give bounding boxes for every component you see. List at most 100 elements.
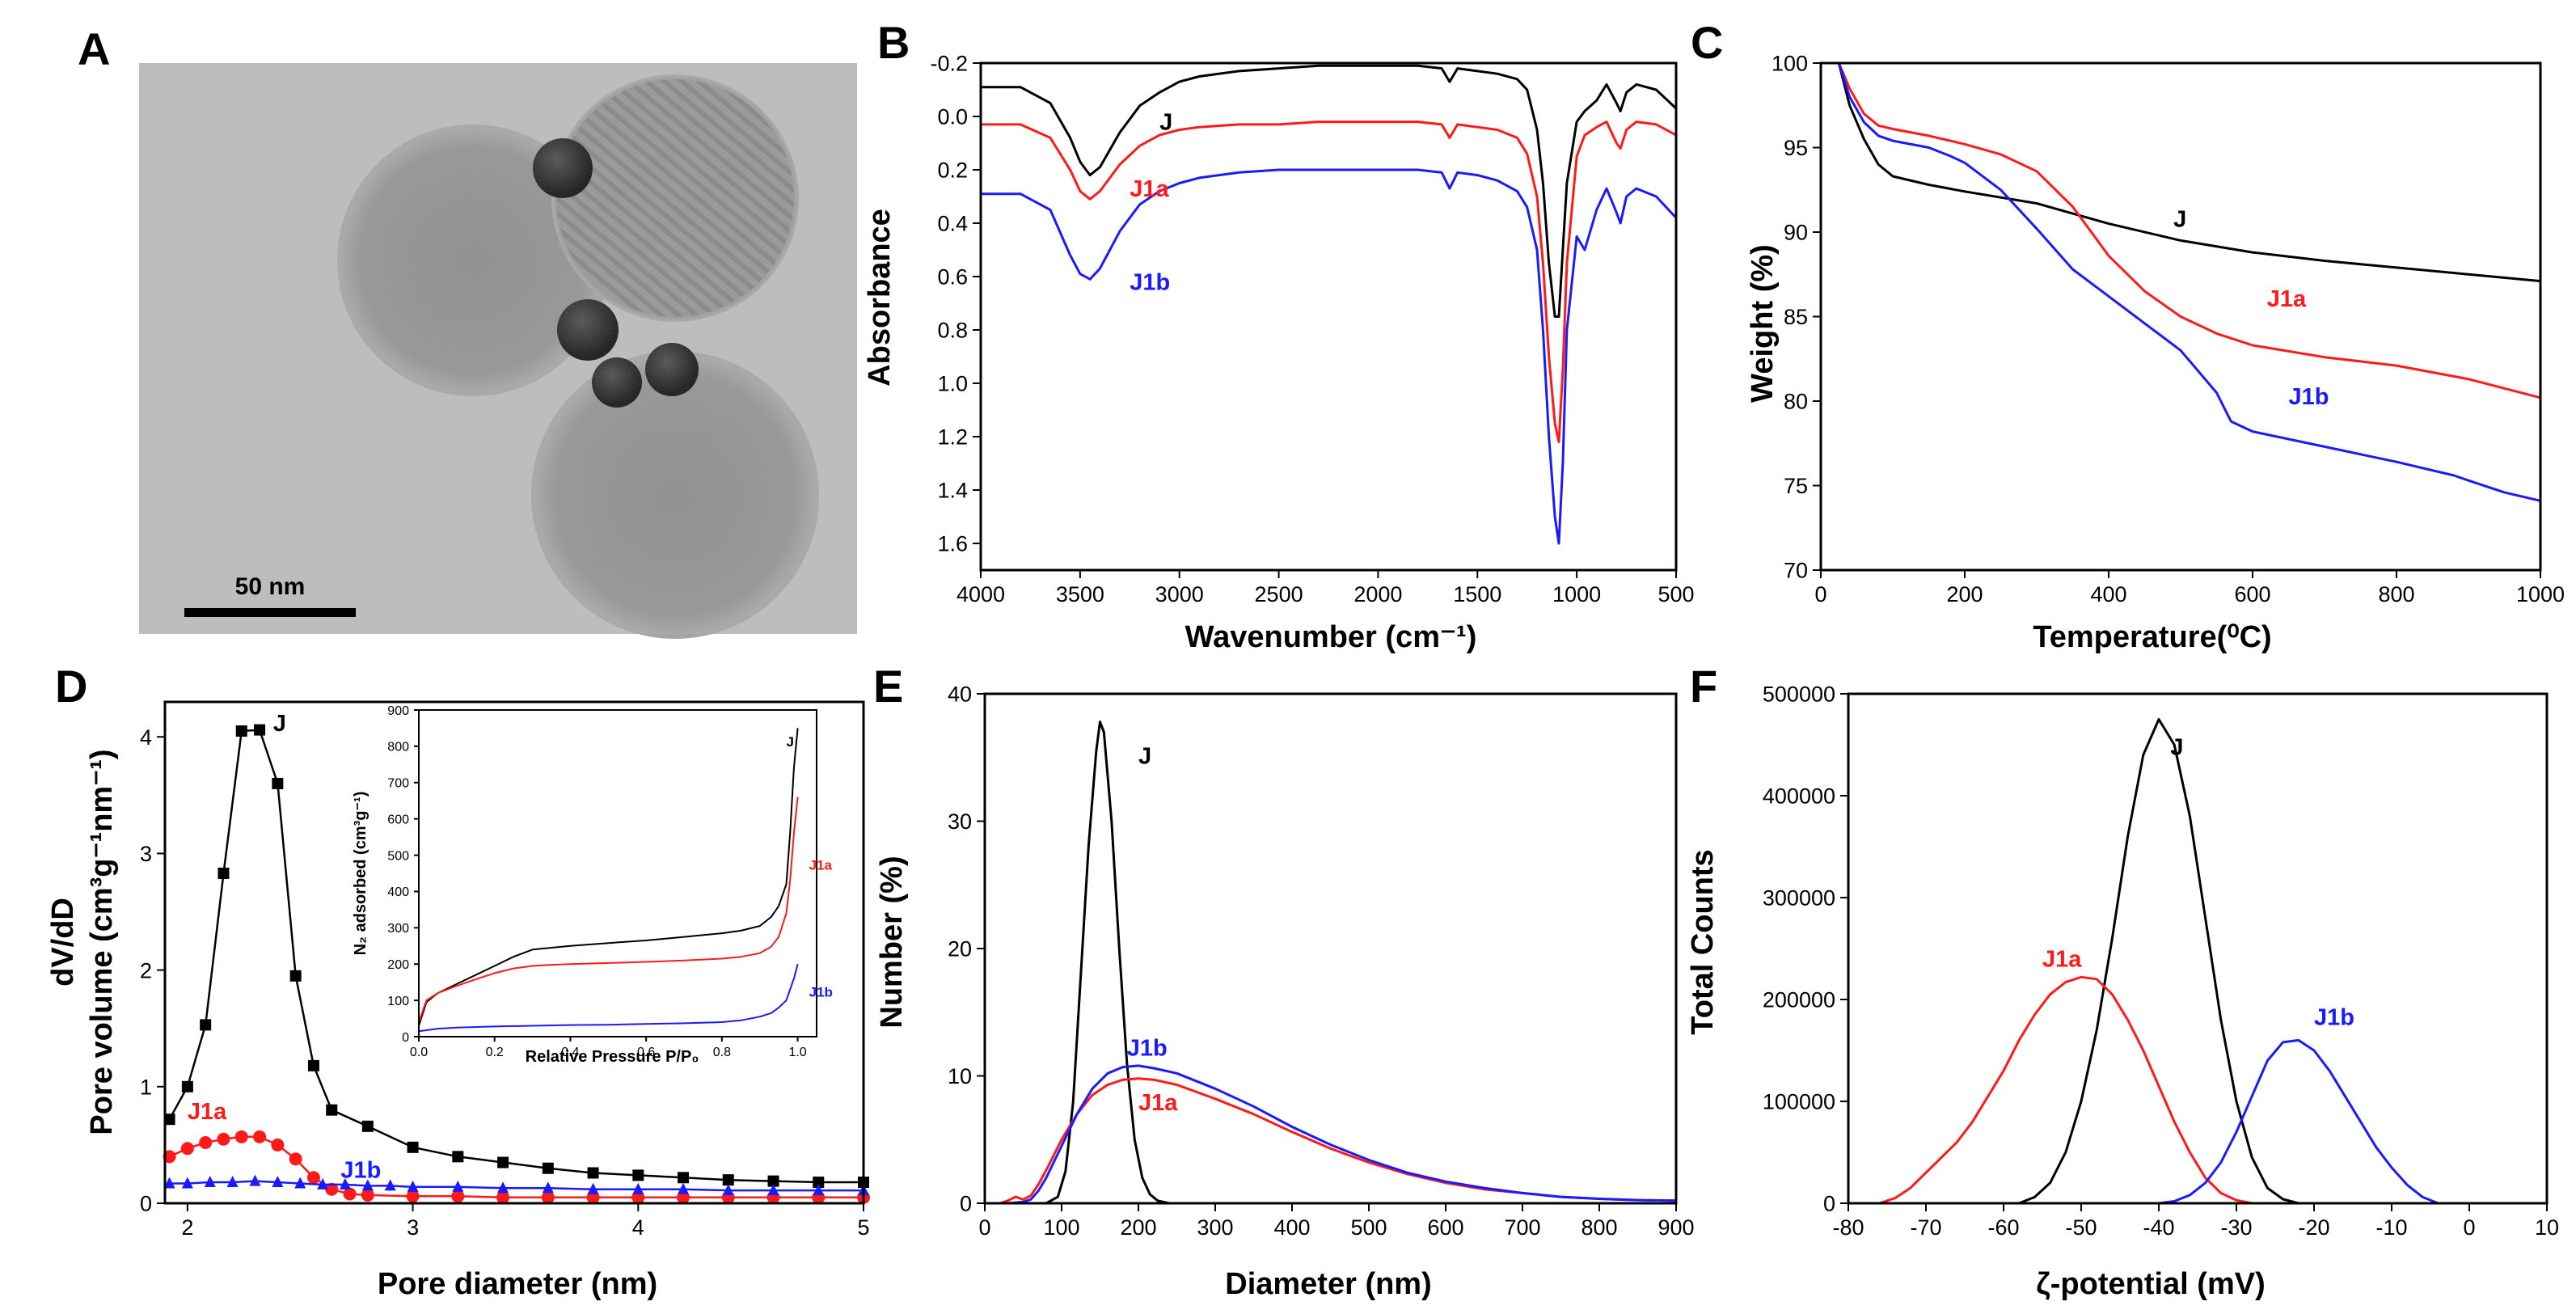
- d-series-j-point: [217, 867, 230, 879]
- c-ticks: 0 200 400 600 800 1000 70 75 80 85 90 95 100: [1772, 52, 2565, 606]
- d-series-j1b-point: [204, 1176, 216, 1188]
- panel-letter-f: F: [1690, 661, 1717, 712]
- d-series-j1b-point: [767, 1184, 779, 1196]
- dinset-y-tick-label: 300: [387, 922, 409, 936]
- d-series-j-point: [307, 1059, 319, 1071]
- b-x-tick-label: 2000: [1353, 582, 1402, 606]
- b-x-axis-title: Wavenumber (cm⁻¹): [1185, 620, 1477, 654]
- e-y-tick-label: 30: [948, 809, 972, 834]
- c-series-label-j1b: J1b: [2289, 384, 2329, 410]
- dinset-x-tick-label: 0.4: [561, 1046, 579, 1059]
- f-x-tick-label: -40: [2143, 1215, 2174, 1240]
- f-x-tick-label: -50: [2065, 1215, 2097, 1240]
- c-x-tick-label: 1000: [2516, 582, 2565, 606]
- f-y-tick-label: 200000: [1763, 988, 1835, 1012]
- b-x-tick-label: 2500: [1255, 582, 1303, 606]
- e-x-axis-title: Diameter (nm): [1225, 1267, 1432, 1301]
- d-series-j-point: [407, 1141, 419, 1153]
- d-series-j1b-point: [361, 1179, 374, 1191]
- panel-d: D dV/dD Pore volume (cm³g⁻¹nm⁻¹) Pore di…: [46, 661, 870, 1301]
- d-series-j1b-point: [384, 1179, 396, 1191]
- f-x-tick-label: 0: [2463, 1215, 2475, 1240]
- d-series-j1a-point: [289, 1152, 302, 1166]
- b-ticks: 4000 3500 3000 2500 2000 1500 1000 500 -0.2 0.0 0.…: [930, 52, 1694, 606]
- f-x-tick-label: -10: [2375, 1215, 2407, 1240]
- b-series: [981, 64, 1678, 545]
- c-x-tick-label: 800: [2378, 582, 2414, 606]
- inset-y-axis-title: N₂ adsorbed (cm³g⁻¹): [352, 792, 370, 956]
- c-series-labels: J J1a J1b: [2173, 207, 2329, 410]
- b-y-tick-label: 0.8: [937, 319, 968, 343]
- b-series-label-j: J: [1159, 110, 1172, 136]
- b-y-tick-label: 1.2: [937, 425, 968, 450]
- f-series-j-line: [2018, 718, 2299, 1205]
- panel-e: E Number (%) Diameter (nm) 0 100 200 300 400…: [873, 661, 1695, 1301]
- e-series-j1b-line: [985, 1064, 1677, 1205]
- e-x-tick-label: 600: [1427, 1215, 1463, 1240]
- d-series-j1b-point: [407, 1180, 419, 1192]
- d-y-tick-label: 4: [140, 725, 152, 750]
- d-series-j1a-point: [271, 1138, 285, 1152]
- b-x-tick-label: 500: [1658, 582, 1694, 606]
- d-series-label-j1a: J1a: [188, 1099, 227, 1125]
- d-series-label-j: J: [273, 711, 286, 737]
- e-series-j-line: [985, 720, 1676, 1205]
- dinset-y-tick-label: 400: [387, 885, 409, 899]
- d-series-j1b-point: [632, 1182, 644, 1194]
- d-series-j1a-point: [199, 1136, 213, 1150]
- dinset-y-tick-label: 900: [387, 704, 409, 718]
- d-series-j1a-point: [451, 1190, 465, 1203]
- f-x-tick-label: -70: [1910, 1215, 1941, 1240]
- dinset-y-tick-label: 700: [387, 777, 409, 791]
- e-x-tick-label: 500: [1350, 1215, 1387, 1240]
- f-series-label-j: J: [2170, 735, 2183, 761]
- c-y-tick-label: 100: [1772, 52, 1808, 76]
- d-series-j1b-point: [226, 1176, 239, 1188]
- f-series-labels: J J1a J1b: [2042, 735, 2354, 1031]
- inset-series-labels: J J1a J1b: [787, 734, 833, 1000]
- b-series-j-line: [981, 64, 1678, 318]
- d-series-j1b-point: [813, 1184, 825, 1196]
- dinset-x-tick-label: 0.2: [486, 1046, 504, 1059]
- d-series-j-point: [722, 1174, 734, 1186]
- c-x-tick-label: 600: [2234, 582, 2270, 606]
- d-series-j1a-point: [180, 1142, 194, 1156]
- dinset-x-tick-label: 0.8: [713, 1046, 731, 1059]
- dinset-x-tick-label: 1.0: [788, 1046, 806, 1059]
- c-series: [1837, 62, 2541, 502]
- e-x-tick-label: 800: [1581, 1215, 1617, 1240]
- d-series-j1a-point: [217, 1132, 230, 1146]
- d-x-tick-label: 4: [632, 1215, 644, 1240]
- scale-bar: [184, 608, 356, 617]
- d-x-tick-label: 3: [407, 1215, 419, 1240]
- e-x-tick-label: 100: [1043, 1215, 1079, 1240]
- c-series-label-j1a: J1a: [2267, 286, 2307, 312]
- d-series-j1a-point: [325, 1182, 339, 1196]
- c-series-label-j: J: [2173, 207, 2186, 233]
- dinset-y-tick-label: 100: [387, 995, 409, 1008]
- d-y-axis-title-line1: dV/dD: [46, 898, 80, 987]
- dinset-y-tick-label: 500: [387, 849, 409, 863]
- panel-c: C Weight (%) Temperature(⁰C) 0 200 400 600 8…: [1691, 17, 2565, 654]
- d-series: [163, 724, 870, 1204]
- f-series-j1b-line: [2158, 1038, 2439, 1205]
- scale-bar-label: 50 nm: [235, 573, 306, 600]
- d-series-labels: J J1a J1b: [188, 711, 382, 1183]
- dinset-series-label-j1b: J1b: [809, 985, 833, 1000]
- d-series-j1a-point: [253, 1130, 267, 1143]
- d-series-j1b-point: [339, 1177, 351, 1190]
- panel-letter-a: A: [78, 23, 110, 74]
- e-x-tick-label: 0: [978, 1215, 990, 1240]
- dinset-series-j-line: [418, 728, 799, 1026]
- e-ticks: 0 100 200 300 400 500 600 700 800 900 0 10 20 30 40: [948, 682, 1695, 1240]
- f-x-tick-label: -30: [2220, 1215, 2252, 1240]
- d-ticks: 2 3 4 5 0 1 2 3 4: [140, 725, 870, 1240]
- d-y-tick-label: 2: [140, 958, 152, 982]
- dinset-series-label-j: J: [787, 734, 794, 750]
- d-series-j-point: [272, 777, 284, 789]
- e-y-tick-label: 0: [960, 1192, 972, 1216]
- f-series-label-j1a: J1a: [2042, 947, 2082, 973]
- d-series-j1b-point: [181, 1177, 193, 1189]
- dinset-series-j1a-line: [418, 797, 799, 1023]
